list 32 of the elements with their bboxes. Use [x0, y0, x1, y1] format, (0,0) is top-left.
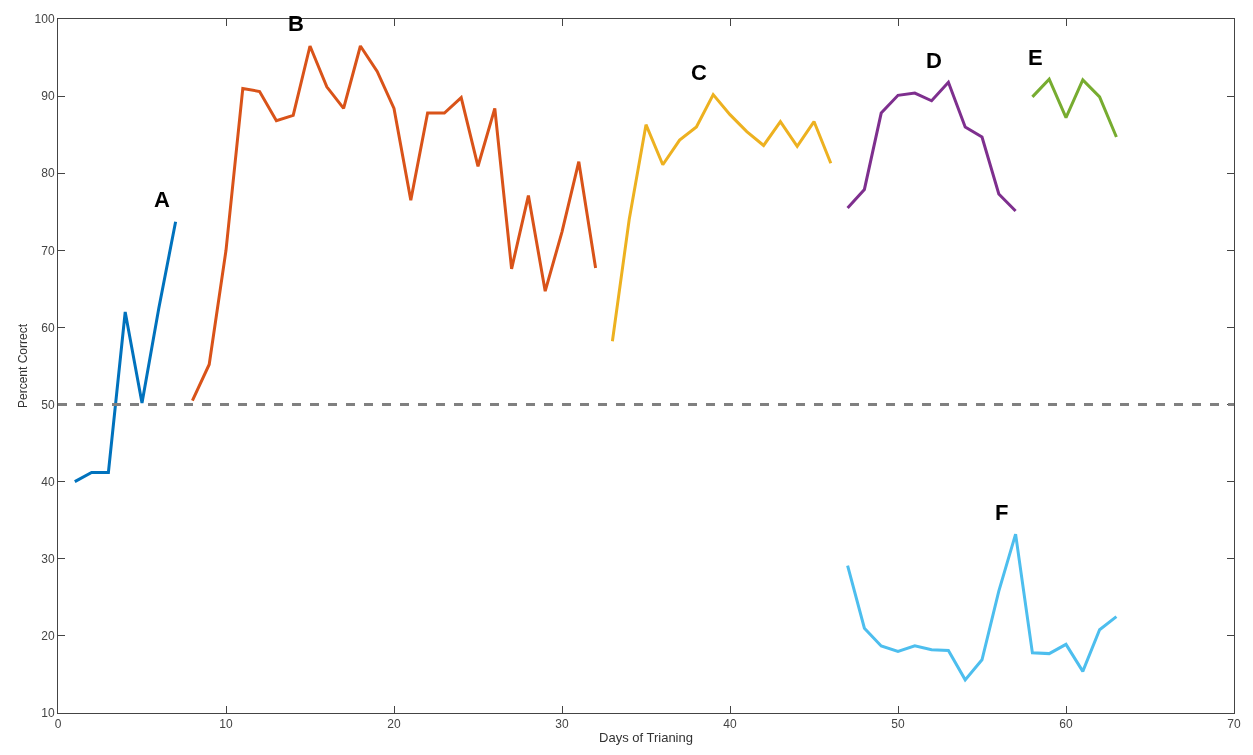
line-series	[610, 93, 833, 343]
series-label: A	[154, 187, 170, 212]
y-tick-label: 30	[41, 551, 55, 566]
line-series	[1030, 77, 1118, 139]
y-tick-label: 90	[41, 89, 55, 104]
line-series	[73, 220, 178, 484]
x-tick-label: 50	[891, 717, 905, 732]
line-series	[190, 44, 598, 403]
series-label: F	[995, 500, 1009, 525]
y-tick-label: 80	[41, 166, 55, 181]
y-tick-label: 60	[41, 320, 55, 335]
x-tick-label: 40	[723, 717, 737, 732]
series-label: C	[691, 60, 707, 85]
x-tick-label: 70	[1227, 717, 1241, 732]
x-tick-label: 60	[1059, 717, 1073, 732]
y-axis-title: Percent Correct	[15, 323, 30, 409]
y-tick-label: 40	[41, 474, 55, 489]
x-tick-label: 30	[555, 717, 569, 732]
x-tick-label: 20	[387, 717, 401, 732]
y-tick-label: 50	[41, 397, 55, 412]
x-tick-label: 10	[219, 717, 233, 732]
series-label: B	[288, 11, 304, 36]
series-label: E	[1028, 45, 1043, 70]
x-axis-title: Days of Trianing	[599, 730, 693, 745]
line-series	[846, 532, 1118, 682]
y-tick-label: 20	[41, 629, 55, 644]
y-tick-label: 10	[41, 706, 55, 721]
line-series	[846, 80, 1018, 213]
y-tick-label: 100	[34, 12, 55, 27]
series-label: D	[926, 48, 942, 73]
x-tick-label: 0	[54, 717, 62, 732]
y-tick-label: 70	[41, 243, 55, 258]
